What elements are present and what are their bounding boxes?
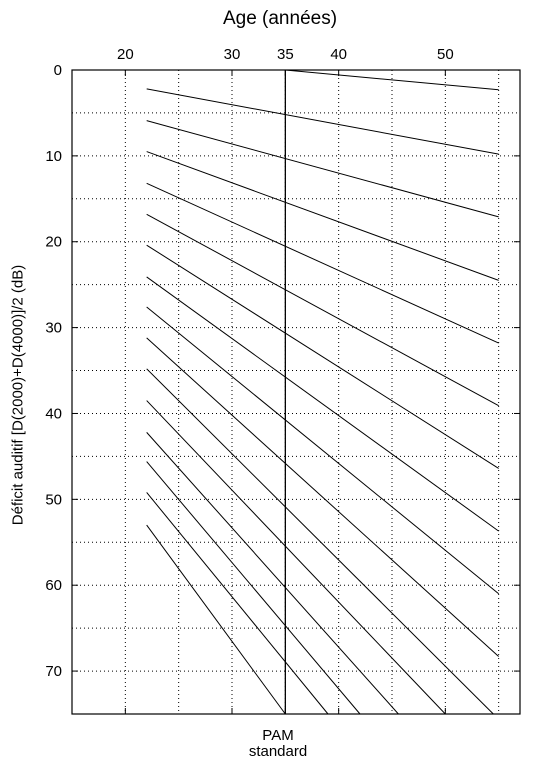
series-line-4 (146, 151, 499, 281)
series-line-15 (146, 492, 329, 715)
x-axis-title: Age (années) (222, 8, 338, 29)
series-line-9 (146, 306, 499, 595)
series-line-13 (146, 432, 399, 715)
series-line-8 (146, 276, 499, 532)
series-line-2 (146, 88, 499, 155)
reference-label-line1: PAM (262, 727, 294, 744)
y-tick-label: 0 (54, 62, 62, 79)
series-line-5 (146, 182, 499, 344)
x-tick-label: 50 (437, 46, 454, 63)
series-line-11 (146, 368, 494, 715)
series-line-7 (146, 244, 499, 469)
y-axis-title: Déficit auditif [D(2000)+D(4000)]/2 (dB) (9, 264, 27, 526)
x-tick-label: 40 (330, 46, 347, 63)
series-line-16 (146, 524, 286, 715)
series-line-6 (146, 213, 499, 407)
x-tick-label: 20 (117, 46, 134, 63)
series-line-1 (285, 69, 499, 91)
y-tick-label: 30 (45, 320, 62, 337)
reference-label-line2: standard (248, 743, 308, 760)
y-tick-label: 50 (45, 491, 62, 508)
y-tick-label: 10 (45, 148, 62, 165)
series-line-3 (146, 120, 499, 218)
series-line-12 (146, 400, 446, 715)
y-tick-label: 40 (45, 405, 62, 422)
x-tick-label: 35 (277, 46, 294, 63)
y-tick-label: 70 (45, 663, 62, 680)
plot-frame (71, 69, 521, 715)
y-tick-label: 20 (45, 234, 62, 251)
x-tick-label: 30 (224, 46, 241, 63)
y-tick-label: 60 (45, 577, 62, 594)
series-line-14 (146, 461, 361, 715)
series-line-10 (146, 337, 500, 657)
